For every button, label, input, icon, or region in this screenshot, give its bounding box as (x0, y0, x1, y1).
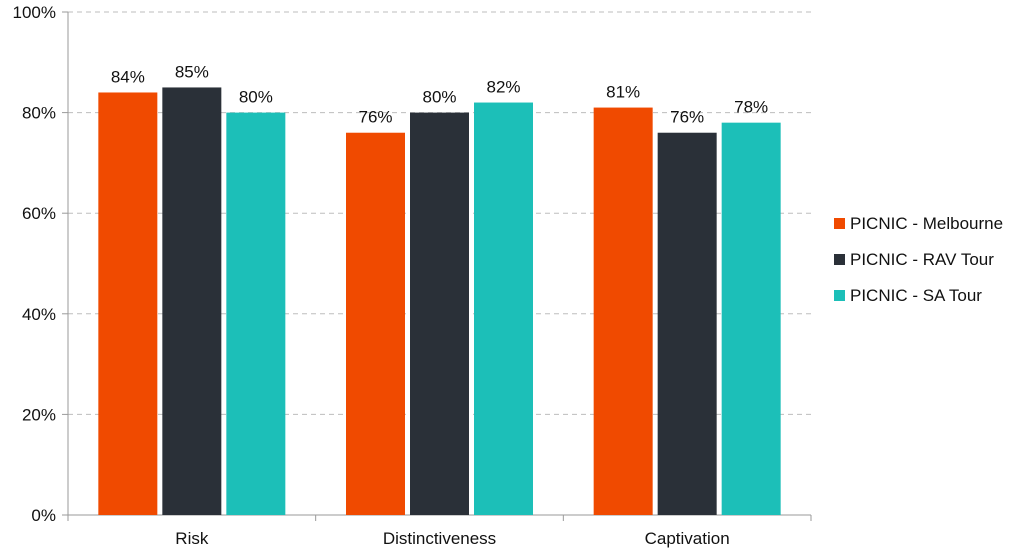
y-tick-label: 0% (31, 506, 56, 525)
bar (346, 132, 405, 515)
x-category-label: Risk (175, 529, 209, 548)
bar-value-label: 80% (239, 88, 273, 107)
legend: PICNIC - Melbourne PICNIC - RAV Tour PICNI… (834, 214, 1003, 305)
bar-value-label: 78% (734, 98, 768, 117)
bar-value-label: 81% (606, 83, 640, 102)
bar (657, 132, 717, 515)
legend-label: PICNIC - SA Tour (850, 286, 982, 305)
bar (162, 87, 222, 515)
y-tick-label: 80% (22, 104, 56, 123)
y-tick-label: 40% (22, 305, 56, 324)
legend-label: PICNIC - Melbourne (850, 214, 1003, 233)
axes: 0% 20% 40% 60% 80% 100% Risk Distinctiveness Cap… (13, 3, 812, 548)
legend-swatch (834, 254, 845, 265)
legend-swatch (834, 290, 845, 301)
data-labels: 84% 85% 80% 76% 80% 82% 81% 76% 78% (111, 62, 768, 126)
y-tick-label: 20% (22, 405, 56, 424)
y-tick-label: 60% (22, 204, 56, 223)
bar-value-label: 85% (175, 62, 209, 81)
x-category-label: Distinctiveness (383, 529, 496, 548)
bar-value-label: 82% (486, 78, 520, 97)
bar (226, 112, 286, 515)
bar-value-label: 76% (358, 108, 392, 127)
bar-value-label: 76% (670, 108, 704, 127)
legend-label: PICNIC - RAV Tour (850, 250, 994, 269)
x-category-label: Captivation (645, 529, 730, 548)
bar (721, 122, 781, 515)
y-tick-label: 100% (13, 3, 56, 22)
legend-swatch (834, 218, 845, 229)
bar (474, 102, 533, 515)
bar-value-label: 84% (111, 67, 145, 86)
bars (98, 87, 781, 515)
bar (593, 107, 653, 515)
bar (98, 92, 158, 515)
bar-value-label: 80% (422, 88, 456, 107)
bar (410, 112, 469, 515)
